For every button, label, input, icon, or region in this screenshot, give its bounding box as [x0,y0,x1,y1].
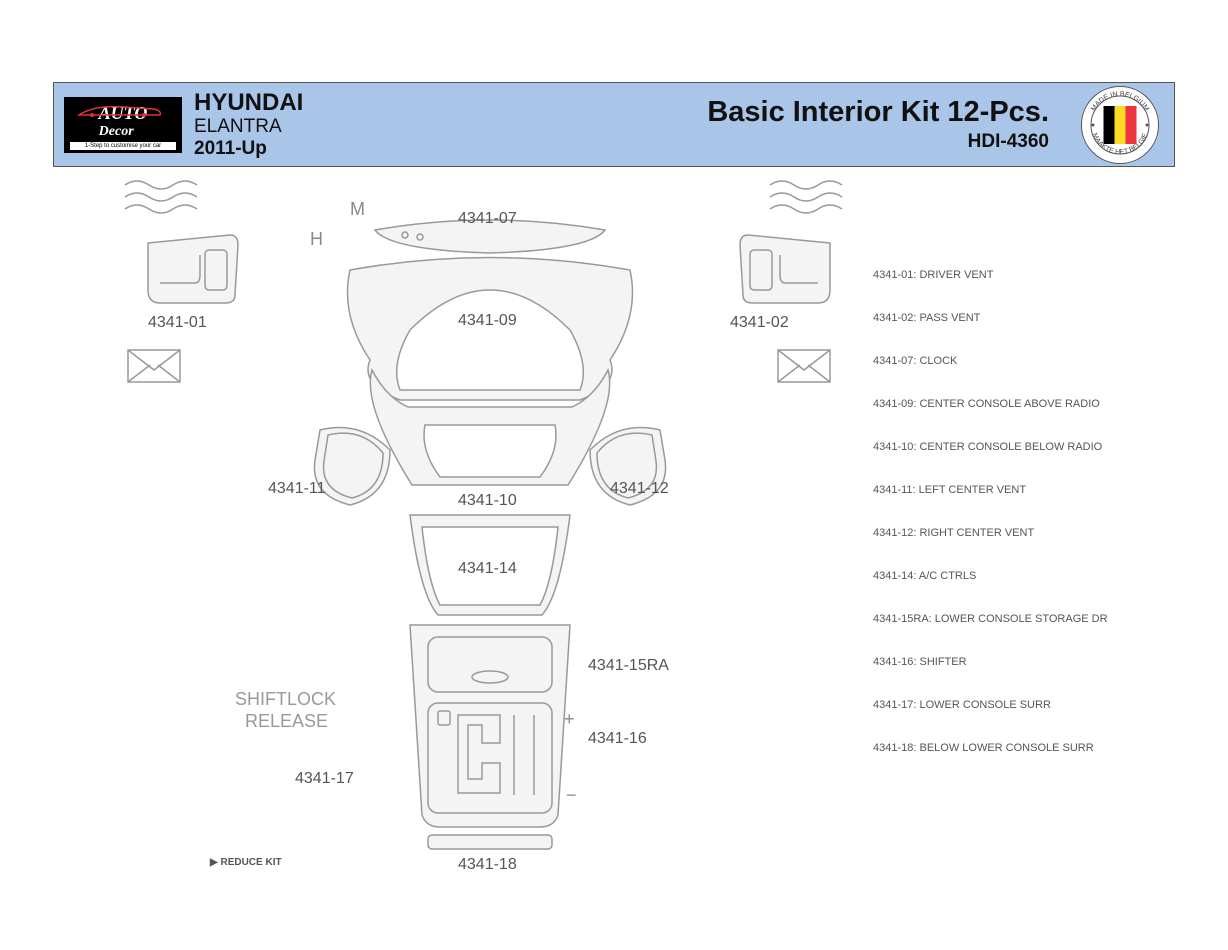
parts-legend: 4341-01: DRIVER VENT 4341-02: PASS VENT 43… [873,270,1173,786]
legend-item: 4341-02: PASS VENT [873,313,1173,324]
vehicle-make: HYUNDAI [194,89,303,117]
label-16: 4341-16 [588,730,647,747]
label-10: 4341-10 [458,492,517,509]
label-07: 4341-07 [458,210,517,227]
letter-h: H [310,229,323,249]
kit-title: Basic Interior Kit 12-Pcs. HDI-4360 [707,96,1049,153]
vehicle-year: 2011-Up [194,138,303,160]
label-14: 4341-14 [458,560,517,577]
envelope-icon [128,350,180,382]
label-12: 4341-12 [610,480,669,497]
logo-strap: 1-Step to customise your car [70,142,176,150]
plus-icon: + [564,709,575,729]
part-console-below [370,370,609,485]
label-09: 4341-09 [458,312,517,329]
brand-logo: AUTODecor 1-Step to customise your car [64,97,182,153]
legend-item: 4341-10: CENTER CONSOLE BELOW RADIO [873,442,1173,453]
reduce-kit: ▶ REDUCE KIT [209,857,282,868]
part-below-surr [428,835,552,849]
header-bar: AUTODecor 1-Step to customise your car H… [53,82,1175,167]
part-left-vent [314,428,390,506]
label-18: 4341-18 [458,856,517,873]
label-15: 4341-15RA [588,657,669,674]
legend-item: 4341-01: DRIVER VENT [873,270,1173,281]
wave-icon [125,181,842,213]
logo-sub: Decor [99,124,134,139]
belgium-flag [1104,106,1137,144]
envelope-icon [778,350,830,382]
label-17: 4341-17 [295,770,354,787]
legend-item: 4341-07: CLOCK [873,356,1173,367]
origin-seal: MADE IN BELGIUM MAAKTE HET BELGIE [1081,86,1159,164]
label-01: 4341-01 [148,314,207,331]
legend-item: 4341-09: CENTER CONSOLE ABOVE RADIO [873,399,1173,410]
kit-main: Basic Interior Kit 12-Pcs. [707,96,1049,129]
legend-item: 4341-11: LEFT CENTER VENT [873,485,1173,496]
legend-item: 4341-15RA: LOWER CONSOLE STORAGE DR [873,614,1173,625]
shiftlock-2: RELEASE [245,711,328,731]
vehicle-model: ELANTRA [194,116,303,138]
legend-item: 4341-12: RIGHT CENTER VENT [873,528,1173,539]
vehicle-info: HYUNDAI ELANTRA 2011-Up [194,89,303,160]
letter-m: M [350,199,365,219]
minus-icon: − [566,785,577,805]
legend-item: 4341-18: BELOW LOWER CONSOLE SURR [873,743,1173,754]
parts-diagram: 4341-01 4341-02 H M 4341-07 4341-09 4341… [110,175,870,875]
label-02: 4341-02 [730,314,789,331]
legend-item: 4341-17: LOWER CONSOLE SURR [873,700,1173,711]
shiftlock-1: SHIFTLOCK [235,689,336,709]
kit-code: HDI-4360 [707,131,1049,153]
part-pass-vent [740,235,830,303]
part-driver-vent [148,235,238,303]
legend-item: 4341-16: SHIFTER [873,657,1173,668]
legend-item: 4341-14: A/C CTRLS [873,571,1173,582]
label-11: 4341-11 [268,480,326,497]
